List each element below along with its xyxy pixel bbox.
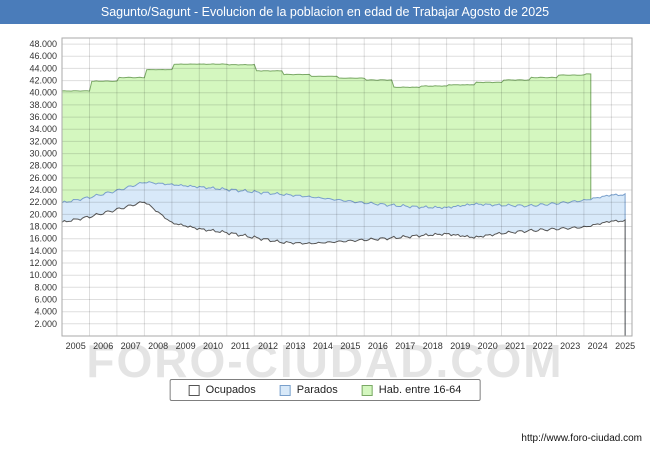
svg-text:2012: 2012 [258,341,278,351]
svg-text:10.000: 10.000 [29,270,57,280]
svg-text:34.000: 34.000 [29,124,57,134]
svg-text:2022: 2022 [533,341,553,351]
title-bar: Sagunto/Sagunt - Evolucion de la poblaci… [0,0,650,24]
svg-text:2019: 2019 [450,341,470,351]
svg-text:24.000: 24.000 [29,185,57,195]
svg-text:2010: 2010 [203,341,223,351]
svg-text:2017: 2017 [395,341,415,351]
svg-text:2023: 2023 [560,341,580,351]
legend-swatch-hab-16-64 [361,384,373,396]
svg-text:38.000: 38.000 [29,100,57,110]
svg-text:2008: 2008 [148,341,168,351]
svg-text:12.000: 12.000 [29,258,57,268]
svg-text:20.000: 20.000 [29,209,57,219]
legend-label-hab-16-64: Hab. entre 16-64 [378,384,462,396]
svg-text:2024: 2024 [588,341,608,351]
svg-text:8.000: 8.000 [34,282,57,292]
legend-label-parados: Parados [296,384,338,396]
svg-text:42.000: 42.000 [29,76,57,86]
svg-text:4.000: 4.000 [34,307,57,317]
svg-text:2007: 2007 [121,341,141,351]
legend-swatch-ocupados [188,384,200,396]
svg-text:30.000: 30.000 [29,149,57,159]
svg-text:26.000: 26.000 [29,173,57,183]
svg-text:48.000: 48.000 [29,39,57,49]
svg-text:16.000: 16.000 [29,234,57,244]
svg-text:2009: 2009 [176,341,196,351]
svg-text:36.000: 36.000 [29,112,57,122]
svg-text:2016: 2016 [368,341,388,351]
svg-text:28.000: 28.000 [29,161,57,171]
svg-text:32.000: 32.000 [29,136,57,146]
svg-text:2018: 2018 [423,341,443,351]
chart-legend: Ocupados Parados Hab. entre 16-64 [169,379,481,401]
svg-text:14.000: 14.000 [29,246,57,256]
svg-text:2005: 2005 [66,341,86,351]
svg-text:2014: 2014 [313,341,333,351]
svg-text:44.000: 44.000 [29,63,57,73]
svg-text:2013: 2013 [285,341,305,351]
legend-label-ocupados: Ocupados [205,384,256,396]
watermark-text: FORO-CIUDAD.COM [86,335,564,387]
footer: http://www.foro-ciudad.com [521,433,642,444]
svg-text:2.000: 2.000 [34,319,57,329]
svg-text:40.000: 40.000 [29,88,57,98]
svg-text:46.000: 46.000 [29,51,57,61]
svg-text:2020: 2020 [478,341,498,351]
svg-text:22.000: 22.000 [29,197,57,207]
svg-text:2006: 2006 [93,341,113,351]
svg-text:2015: 2015 [340,341,360,351]
legend-item-hab-16-64: Hab. entre 16-64 [361,384,462,396]
legend-swatch-parados [279,384,291,396]
svg-text:2025: 2025 [615,341,635,351]
chart-title: Sagunto/Sagunt - Evolucion de la poblaci… [100,5,550,19]
svg-text:2011: 2011 [231,341,250,351]
population-area-chart: 2.000 4.000 6.000 8.000 10.000 12.000 14.000 16… [29,37,635,351]
legend-item-ocupados: Ocupados [188,384,256,396]
legend-item-parados: Parados [279,384,338,396]
svg-text:18.000: 18.000 [29,222,57,232]
footer-url-link[interactable]: http://www.foro-ciudad.com [521,433,642,444]
svg-text:2021: 2021 [505,341,525,351]
svg-text:6.000: 6.000 [34,295,57,305]
